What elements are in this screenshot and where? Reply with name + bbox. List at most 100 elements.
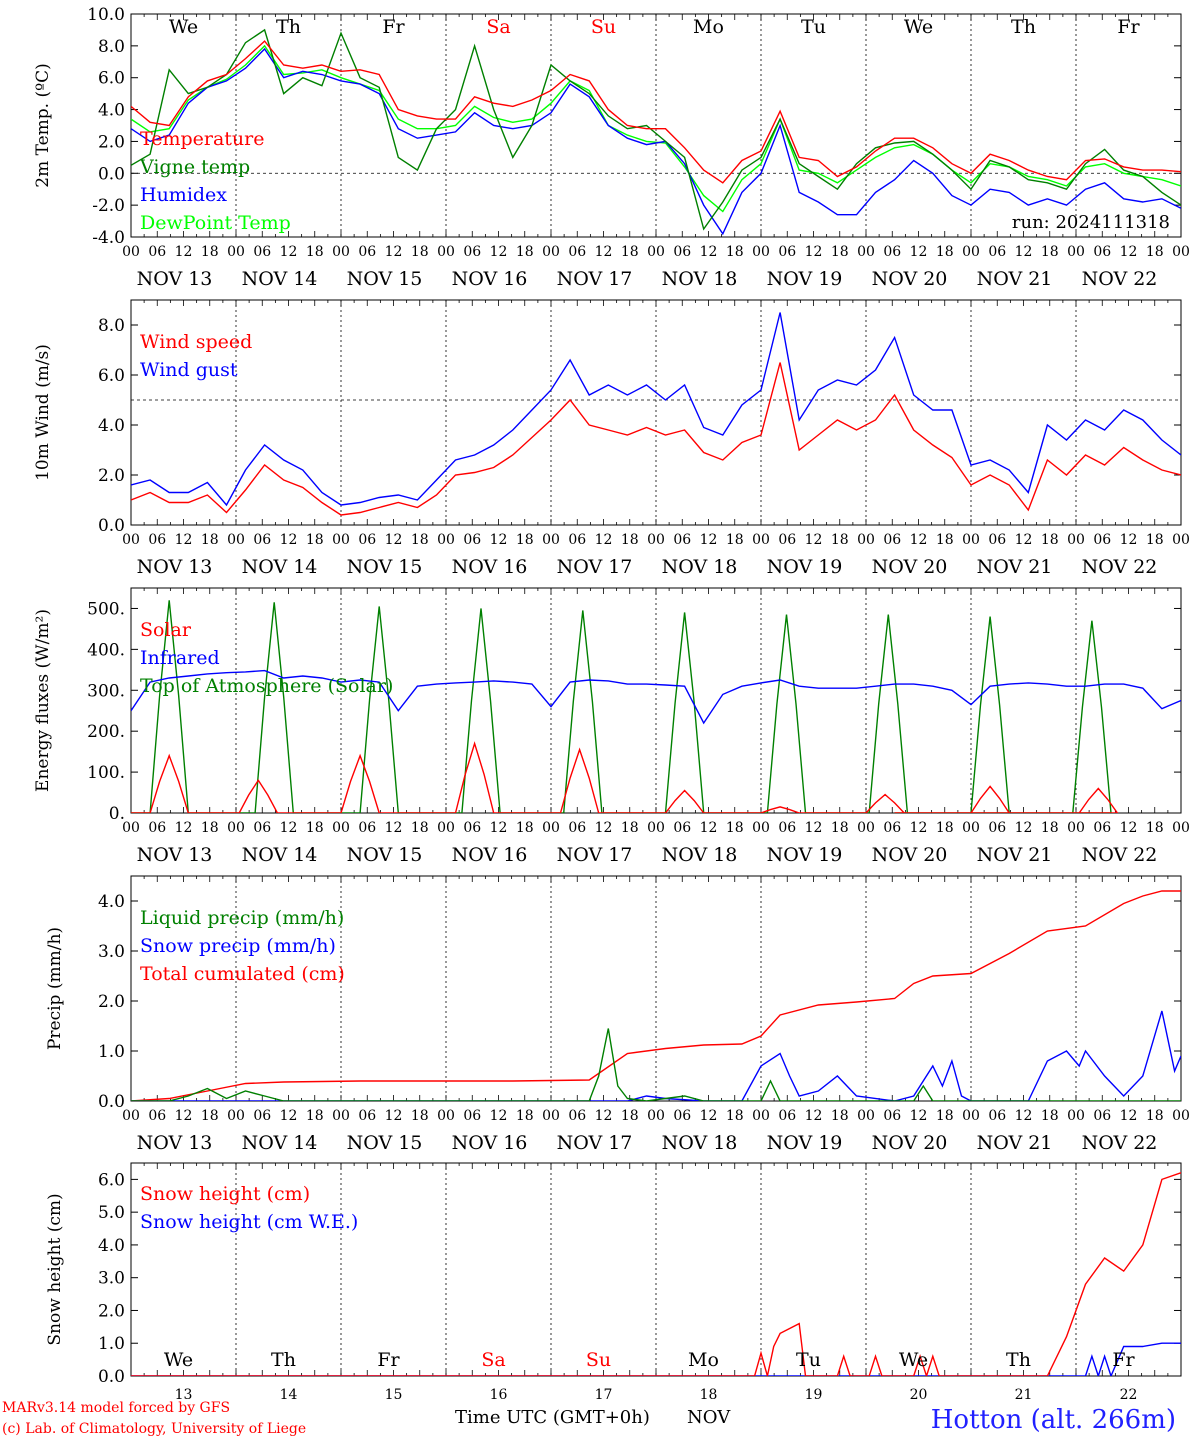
day-abbr: Fr bbox=[1117, 16, 1140, 38]
hour-label: 06 bbox=[568, 244, 586, 260]
hour-label: 06 bbox=[1093, 532, 1111, 548]
y-tick-label: 4.0 bbox=[98, 892, 125, 912]
hour-label: 06 bbox=[463, 1108, 481, 1124]
day-number: 17 bbox=[595, 1387, 613, 1403]
hour-label: 12 bbox=[595, 1108, 613, 1124]
date-label: NOV 19 bbox=[767, 556, 843, 578]
hour-label: 18 bbox=[936, 532, 954, 548]
series-group bbox=[131, 312, 1181, 516]
hour-label: 18 bbox=[201, 1108, 219, 1124]
hour-label: 06 bbox=[148, 532, 166, 548]
run-annotation: run: 2024111318 bbox=[1012, 212, 1170, 233]
hour-label: 18 bbox=[306, 244, 324, 260]
hour-label: 06 bbox=[1093, 820, 1111, 836]
hour-label: 18 bbox=[621, 244, 639, 260]
series-line-liquid-precip-mm-h- bbox=[131, 1028, 1181, 1101]
day-number: 14 bbox=[280, 1387, 298, 1403]
hour-label: 12 bbox=[490, 820, 508, 836]
hour-label: 06 bbox=[883, 244, 901, 260]
hour-label: 06 bbox=[568, 1108, 586, 1124]
date-label: NOV 18 bbox=[662, 556, 738, 578]
hour-label: 18 bbox=[936, 1108, 954, 1124]
hour-label: 18 bbox=[1041, 244, 1059, 260]
day-number: 21 bbox=[1015, 1387, 1033, 1403]
hour-label: 06 bbox=[463, 244, 481, 260]
hour-label: 18 bbox=[831, 244, 849, 260]
day-abbr: Th bbox=[276, 16, 301, 38]
hour-label: 12 bbox=[385, 820, 403, 836]
hour-label: 00 bbox=[857, 820, 875, 836]
hour-label: 18 bbox=[1146, 820, 1164, 836]
date-label: NOV 20 bbox=[872, 268, 948, 290]
hour-label: 18 bbox=[411, 1108, 429, 1124]
hour-label: 12 bbox=[805, 532, 823, 548]
panel-snow: 0.0 1.0 2.0 3.0 4.0 5.0 6.0 Snow height (cm) Sno… bbox=[45, 1162, 1182, 1403]
date-label: NOV 16 bbox=[452, 556, 528, 578]
hour-label: 06 bbox=[778, 244, 796, 260]
y-tick-label: 2.0 bbox=[98, 1301, 125, 1321]
date-label: NOV 22 bbox=[1082, 556, 1158, 578]
hour-label: 12 bbox=[1015, 820, 1033, 836]
hour-label: 06 bbox=[568, 820, 586, 836]
legend-entry: Snow height (cm) bbox=[140, 1183, 310, 1205]
hour-label: 12 bbox=[175, 820, 193, 836]
hour-label: 06 bbox=[463, 532, 481, 548]
hour-label: 06 bbox=[358, 532, 376, 548]
hour-label: 06 bbox=[778, 1108, 796, 1124]
y-tick-label: 2.0 bbox=[98, 132, 125, 152]
hour-label: 00 bbox=[647, 532, 665, 548]
hour-label: 12 bbox=[910, 244, 928, 260]
hour-label: 00 bbox=[1172, 244, 1190, 260]
hour-label: 06 bbox=[988, 1108, 1006, 1124]
day-abbr: Su bbox=[586, 1349, 611, 1371]
hour-label: 18 bbox=[936, 820, 954, 836]
legend-entry: DewPoint Temp bbox=[140, 212, 291, 234]
hour-label: 06 bbox=[673, 532, 691, 548]
day-abbr: Fr bbox=[377, 1349, 400, 1371]
hour-label: 06 bbox=[988, 244, 1006, 260]
legend-entry: Total cumulated (cm) bbox=[140, 963, 345, 985]
hour-label: 18 bbox=[516, 532, 534, 548]
date-label: NOV 13 bbox=[137, 556, 213, 578]
day-abbr: Mo bbox=[688, 1349, 719, 1371]
date-label: NOV 16 bbox=[452, 268, 528, 290]
date-label: NOV 21 bbox=[977, 268, 1053, 290]
date-label: NOV 16 bbox=[452, 1132, 528, 1154]
hour-label: 12 bbox=[385, 244, 403, 260]
date-label: NOV 17 bbox=[557, 844, 633, 866]
date-label: NOV 22 bbox=[1082, 268, 1158, 290]
hour-label: 12 bbox=[805, 244, 823, 260]
hour-label: 18 bbox=[306, 532, 324, 548]
hour-label: 12 bbox=[1120, 244, 1138, 260]
hour-label: 06 bbox=[883, 532, 901, 548]
hour-label: 18 bbox=[831, 820, 849, 836]
y-tick-label: 100. bbox=[87, 763, 125, 783]
date-label: NOV 19 bbox=[767, 1132, 843, 1154]
y-tick-label: 0.0 bbox=[98, 164, 125, 184]
hour-label: 12 bbox=[595, 244, 613, 260]
day-abbr: Sa bbox=[486, 16, 510, 38]
day-abbr: Th bbox=[1011, 16, 1036, 38]
hour-label: 06 bbox=[778, 820, 796, 836]
legend-entry: Liquid precip (mm/h) bbox=[140, 907, 344, 929]
y-axis-title: Energy fluxes (W/m²) bbox=[33, 609, 53, 792]
hour-label: 12 bbox=[1120, 820, 1138, 836]
hour-label: 18 bbox=[201, 820, 219, 836]
hour-label: 18 bbox=[1146, 532, 1164, 548]
date-label: NOV 18 bbox=[662, 844, 738, 866]
hour-label: 18 bbox=[726, 1108, 744, 1124]
date-label: NOV 15 bbox=[347, 844, 423, 866]
day-abbr: Fr bbox=[1112, 1349, 1135, 1371]
hour-label: 06 bbox=[883, 820, 901, 836]
hour-label: 18 bbox=[516, 244, 534, 260]
hour-label: 18 bbox=[936, 244, 954, 260]
hour-label: 00 bbox=[752, 820, 770, 836]
y-axis-title: Precip (mm/h) bbox=[45, 927, 65, 1050]
hour-label: 00 bbox=[542, 532, 560, 548]
series-line-temperature bbox=[131, 40, 1181, 184]
station-label: Hotton (alt. 266m) bbox=[931, 1405, 1176, 1435]
hour-label: 00 bbox=[962, 244, 980, 260]
hour-label: 12 bbox=[280, 1108, 298, 1124]
y-tick-label: 0. bbox=[109, 804, 125, 824]
